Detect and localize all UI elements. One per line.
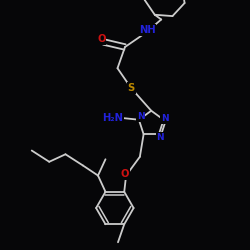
- Text: N: N: [137, 112, 144, 121]
- Text: O: O: [97, 34, 106, 44]
- Text: N: N: [161, 114, 169, 123]
- Text: NH: NH: [139, 25, 155, 35]
- Text: N: N: [156, 133, 164, 142]
- Text: O: O: [120, 169, 129, 179]
- Text: H₂N: H₂N: [102, 113, 123, 123]
- Text: S: S: [128, 83, 135, 93]
